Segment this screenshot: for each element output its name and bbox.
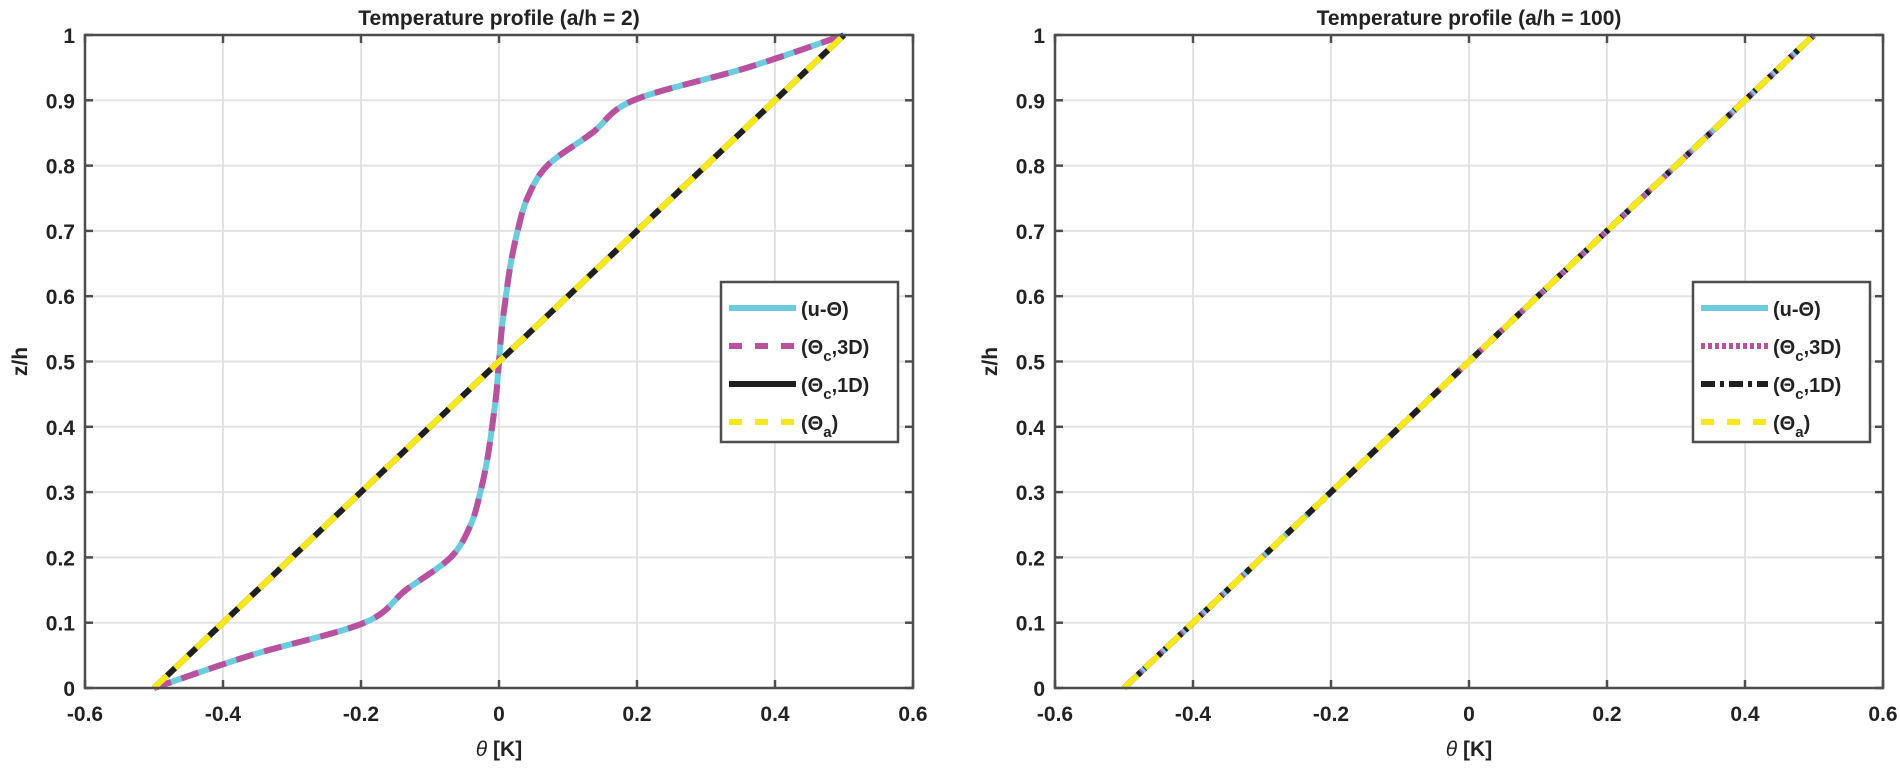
x-tick-label: 0.2 bbox=[622, 703, 651, 726]
legend-label: (Θc,1D) bbox=[1773, 375, 1841, 403]
y-axis-label: z/h bbox=[9, 347, 32, 376]
legend-label-main: (Θ bbox=[801, 337, 823, 359]
y-tick-label: 0.7 bbox=[46, 221, 75, 244]
legend-label: (Θc,1D) bbox=[801, 375, 869, 403]
y-tick-label: 0.9 bbox=[1016, 90, 1045, 113]
x-tick-label: -0.2 bbox=[343, 703, 379, 726]
legend-label-main: (u-Θ) bbox=[1773, 299, 1821, 321]
x-axis-unit: [K] bbox=[1457, 738, 1492, 761]
legend-label-subscript: a bbox=[823, 424, 832, 441]
y-tick-label: 0.8 bbox=[1016, 156, 1046, 179]
y-tick-label: 1 bbox=[63, 25, 75, 48]
legend-label: (Θa) bbox=[801, 413, 838, 441]
legend-label-subscript: c bbox=[823, 348, 831, 365]
y-tick-label: 0.5 bbox=[46, 352, 76, 375]
chart-1: -0.6 -0.4 -0.2 0 0.2 0.4 0.6 0 0.1 0.2 0.3 0.4 0.5 0.… bbox=[9, 7, 928, 761]
x-axis-symbol: θ bbox=[476, 738, 488, 761]
x-tick-label: -0.2 bbox=[1313, 703, 1349, 726]
legend-label-tail: ,1D) bbox=[1804, 375, 1842, 397]
y-tick-label: 0 bbox=[1033, 678, 1045, 701]
legend-label-tail: ) bbox=[1804, 413, 1811, 435]
y-tick-label: 0.2 bbox=[46, 547, 75, 570]
x-tick-label: 0.4 bbox=[1730, 703, 1760, 726]
chart-title: Temperature profile (a/h = 100) bbox=[1317, 7, 1622, 30]
legend-label-tail: ) bbox=[832, 413, 839, 435]
y-tick-label: 0.3 bbox=[46, 482, 75, 505]
x-tick-label: 0.6 bbox=[1868, 703, 1897, 726]
y-tick-label: 1 bbox=[1033, 25, 1045, 48]
y-tick-label: 0.5 bbox=[1016, 352, 1046, 375]
y-tick-label: 0.2 bbox=[1016, 547, 1045, 570]
legend-label-tail: ,1D) bbox=[832, 375, 870, 397]
y-tick-label: 0.6 bbox=[1016, 286, 1045, 309]
y-tick-label: 0 bbox=[63, 678, 75, 701]
legend-label-tail: ,3D) bbox=[1804, 337, 1842, 359]
x-axis-unit: [K] bbox=[487, 738, 522, 761]
y-tick-label: 0.9 bbox=[46, 90, 75, 113]
legend-label-main: (Θ bbox=[801, 413, 823, 435]
legend-label-main: (u-Θ) bbox=[801, 299, 849, 321]
legend: (u-Θ)(Θc,3D)(Θc,1D)(Θa) bbox=[1691, 280, 1872, 444]
series-line bbox=[151, 32, 847, 691]
x-tick-label: 0 bbox=[493, 703, 505, 726]
y-tick-label: 0.4 bbox=[1016, 417, 1046, 440]
legend-label-tail: ,3D) bbox=[832, 337, 870, 359]
series-line bbox=[1121, 32, 1817, 691]
y-tick-label: 0.4 bbox=[46, 417, 76, 440]
x-tick-label: -0.4 bbox=[1175, 703, 1212, 726]
legend: (u-Θ)(Θc,3D)(Θc,1D)(Θa) bbox=[719, 280, 900, 444]
legend-label-main: (Θ bbox=[1773, 413, 1795, 435]
legend-label-subscript: a bbox=[1795, 424, 1804, 441]
legend-label: (u-Θ) bbox=[801, 299, 849, 321]
legend-label-subscript: c bbox=[823, 386, 831, 403]
legend-label: (u-Θ) bbox=[1773, 299, 1821, 321]
legend-label: (Θc,3D) bbox=[801, 337, 869, 365]
x-tick-label: 0 bbox=[1463, 703, 1475, 726]
y-tick-label: 0.6 bbox=[46, 286, 75, 309]
y-tick-label: 0.8 bbox=[46, 156, 76, 179]
x-axis-label: θ [K] bbox=[1446, 738, 1492, 761]
legend-label-main: (Θ bbox=[1773, 337, 1795, 359]
legend-label-main: (Θ bbox=[1773, 375, 1795, 397]
x-tick-label: 0.6 bbox=[898, 703, 927, 726]
y-axis-label: z/h bbox=[979, 347, 1002, 376]
x-tick-label: 0.4 bbox=[760, 703, 790, 726]
legend-label-subscript: c bbox=[1795, 386, 1803, 403]
y-tick-label: 0.1 bbox=[1016, 613, 1046, 636]
x-axis-label: θ [K] bbox=[476, 738, 522, 761]
x-axis-symbol: θ bbox=[1446, 738, 1458, 761]
legend-label-main: (Θ bbox=[801, 375, 823, 397]
chart-2: -0.6 -0.4 -0.2 0 0.2 0.4 0.6 0 0.1 0.2 0.3 0.4 0.5 0.… bbox=[979, 7, 1898, 761]
y-tick-label: 0.1 bbox=[46, 613, 76, 636]
x-tick-label: -0.6 bbox=[1037, 703, 1073, 726]
y-tick-label: 0.7 bbox=[1016, 221, 1045, 244]
x-tick-label: -0.6 bbox=[67, 703, 103, 726]
legend-label: (Θa) bbox=[1773, 413, 1810, 441]
x-tick-label: -0.4 bbox=[205, 703, 242, 726]
y-tick-label: 0.3 bbox=[1016, 482, 1045, 505]
legend-label: (Θc,3D) bbox=[1773, 337, 1841, 365]
chart-title: Temperature profile (a/h = 2) bbox=[358, 7, 639, 30]
x-tick-label: 0.2 bbox=[1592, 703, 1621, 726]
legend-label-subscript: c bbox=[1795, 348, 1803, 365]
